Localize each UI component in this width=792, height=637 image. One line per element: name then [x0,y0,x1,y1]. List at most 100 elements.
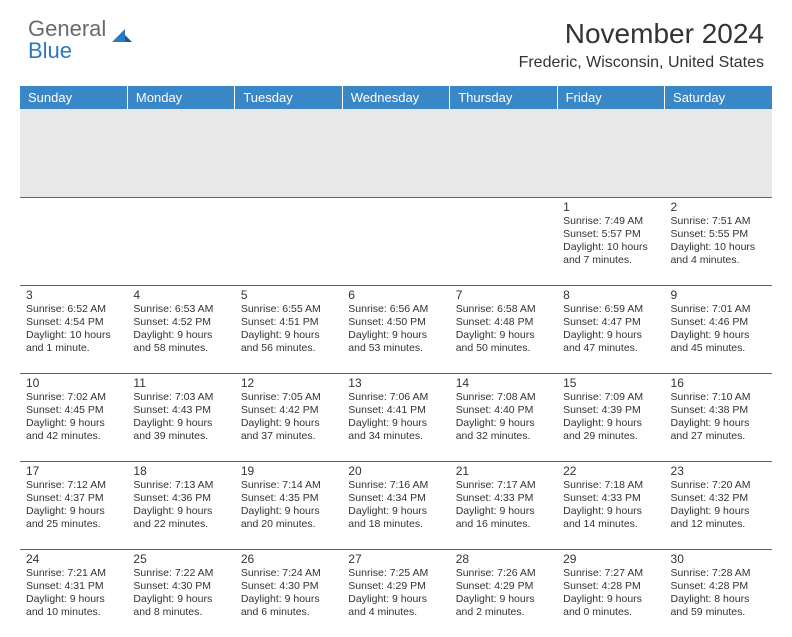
daylight-text: Daylight: 9 hours and 32 minutes. [456,417,551,443]
day-number: 25 [133,552,228,566]
sunrise-text: Sunrise: 7:24 AM [241,567,336,580]
sunrise-text: Sunrise: 7:49 AM [563,215,658,228]
sunrise-text: Sunrise: 7:20 AM [671,479,766,492]
sunrise-text: Sunrise: 7:51 AM [671,215,766,228]
weekday-header: Friday [557,86,664,109]
daylight-text: Daylight: 9 hours and 6 minutes. [241,593,336,619]
day-number: 19 [241,464,336,478]
sunset-text: Sunset: 5:55 PM [671,228,766,241]
calendar-week-row: 17Sunrise: 7:12 AMSunset: 4:37 PMDayligh… [20,461,772,549]
sunrise-text: Sunrise: 6:53 AM [133,303,228,316]
daylight-text: Daylight: 9 hours and 53 minutes. [348,329,443,355]
weekday-header-row: Sunday Monday Tuesday Wednesday Thursday… [20,86,772,109]
day-number: 28 [456,552,551,566]
sunrise-text: Sunrise: 6:56 AM [348,303,443,316]
calendar-day-cell [127,197,234,285]
month-title: November 2024 [519,18,764,50]
daylight-text: Daylight: 9 hours and 4 minutes. [348,593,443,619]
triangle-icon [111,26,133,53]
sunrise-text: Sunrise: 7:02 AM [26,391,121,404]
calendar-day-cell: 12Sunrise: 7:05 AMSunset: 4:42 PMDayligh… [235,373,342,461]
sunrise-text: Sunrise: 7:22 AM [133,567,228,580]
sunset-text: Sunset: 4:29 PM [456,580,551,593]
calendar-table: Sunday Monday Tuesday Wednesday Thursday… [20,86,772,637]
day-number: 6 [348,288,443,302]
page-header: General Blue November 2024 Frederic, Wis… [0,0,792,80]
day-number: 10 [26,376,121,390]
sunset-text: Sunset: 4:43 PM [133,404,228,417]
sunrise-text: Sunrise: 7:18 AM [563,479,658,492]
sunrise-text: Sunrise: 7:08 AM [456,391,551,404]
sunrise-text: Sunrise: 6:52 AM [26,303,121,316]
sunrise-text: Sunrise: 6:59 AM [563,303,658,316]
sunset-text: Sunset: 4:31 PM [26,580,121,593]
daylight-text: Daylight: 9 hours and 10 minutes. [26,593,121,619]
sunset-text: Sunset: 4:30 PM [241,580,336,593]
daylight-text: Daylight: 9 hours and 25 minutes. [26,505,121,531]
day-number: 17 [26,464,121,478]
location: Frederic, Wisconsin, United States [519,54,764,72]
sunset-text: Sunset: 4:33 PM [456,492,551,505]
day-number: 13 [348,376,443,390]
daylight-text: Daylight: 9 hours and 0 minutes. [563,593,658,619]
calendar-day-cell: 15Sunrise: 7:09 AMSunset: 4:39 PMDayligh… [557,373,664,461]
logo: General Blue [28,18,133,62]
weekday-header: Monday [127,86,234,109]
sunset-text: Sunset: 4:29 PM [348,580,443,593]
sunset-text: Sunset: 4:28 PM [671,580,766,593]
sunset-text: Sunset: 4:38 PM [671,404,766,417]
logo-line1: General [28,18,106,40]
sunrise-text: Sunrise: 7:21 AM [26,567,121,580]
calendar-day-cell [450,197,557,285]
logo-text-block: General Blue [28,18,106,62]
day-number: 15 [563,376,658,390]
calendar-day-cell: 6Sunrise: 6:56 AMSunset: 4:50 PMDaylight… [342,285,449,373]
sunset-text: Sunset: 4:37 PM [26,492,121,505]
day-number: 26 [241,552,336,566]
sunrise-text: Sunrise: 7:17 AM [456,479,551,492]
sunset-text: Sunset: 4:33 PM [563,492,658,505]
sunset-text: Sunset: 4:36 PM [133,492,228,505]
sunset-text: Sunset: 4:50 PM [348,316,443,329]
sunrise-text: Sunrise: 6:58 AM [456,303,551,316]
daylight-text: Daylight: 9 hours and 34 minutes. [348,417,443,443]
weekday-header: Thursday [450,86,557,109]
calendar-week-row: 3Sunrise: 6:52 AMSunset: 4:54 PMDaylight… [20,285,772,373]
weekday-header: Tuesday [235,86,342,109]
calendar-day-cell: 20Sunrise: 7:16 AMSunset: 4:34 PMDayligh… [342,461,449,549]
weekday-header: Sunday [20,86,127,109]
daylight-text: Daylight: 9 hours and 42 minutes. [26,417,121,443]
day-number: 1 [563,200,658,214]
sunrise-text: Sunrise: 7:06 AM [348,391,443,404]
daylight-text: Daylight: 9 hours and 20 minutes. [241,505,336,531]
calendar-week-row: 10Sunrise: 7:02 AMSunset: 4:45 PMDayligh… [20,373,772,461]
daylight-text: Daylight: 9 hours and 37 minutes. [241,417,336,443]
calendar-day-cell: 10Sunrise: 7:02 AMSunset: 4:45 PMDayligh… [20,373,127,461]
day-number: 12 [241,376,336,390]
calendar-day-cell: 27Sunrise: 7:25 AMSunset: 4:29 PMDayligh… [342,549,449,637]
day-number: 27 [348,552,443,566]
daylight-text: Daylight: 9 hours and 18 minutes. [348,505,443,531]
calendar-day-cell [342,197,449,285]
daylight-text: Daylight: 9 hours and 47 minutes. [563,329,658,355]
sunset-text: Sunset: 4:45 PM [26,404,121,417]
daylight-text: Daylight: 9 hours and 29 minutes. [563,417,658,443]
day-number: 3 [26,288,121,302]
sunrise-text: Sunrise: 7:10 AM [671,391,766,404]
daylight-text: Daylight: 10 hours and 1 minute. [26,329,121,355]
sunrise-text: Sunrise: 7:28 AM [671,567,766,580]
calendar-day-cell: 9Sunrise: 7:01 AMSunset: 4:46 PMDaylight… [665,285,772,373]
daylight-text: Daylight: 10 hours and 4 minutes. [671,241,766,267]
sunset-text: Sunset: 4:48 PM [456,316,551,329]
sunset-text: Sunset: 4:46 PM [671,316,766,329]
day-number: 24 [26,552,121,566]
sunset-text: Sunset: 4:54 PM [26,316,121,329]
calendar-day-cell: 16Sunrise: 7:10 AMSunset: 4:38 PMDayligh… [665,373,772,461]
daylight-text: Daylight: 9 hours and 27 minutes. [671,417,766,443]
calendar-day-cell: 3Sunrise: 6:52 AMSunset: 4:54 PMDaylight… [20,285,127,373]
daylight-text: Daylight: 9 hours and 56 minutes. [241,329,336,355]
day-number: 8 [563,288,658,302]
day-number: 16 [671,376,766,390]
weekday-header: Wednesday [342,86,449,109]
day-number: 23 [671,464,766,478]
